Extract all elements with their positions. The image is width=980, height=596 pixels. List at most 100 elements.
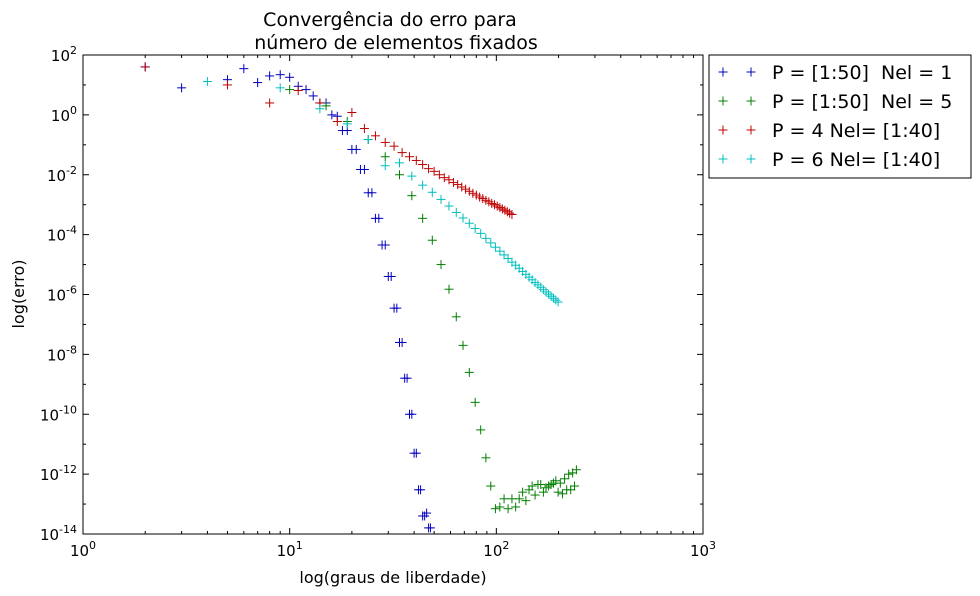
data-point	[367, 188, 377, 198]
y-tick-label: 10-10	[40, 403, 77, 424]
data-point	[380, 240, 390, 250]
data-point	[429, 166, 439, 176]
data-point	[458, 340, 468, 350]
data-point	[551, 476, 561, 486]
data-point	[564, 469, 574, 479]
data-point	[407, 409, 417, 419]
legend: P = [1:50] Nel = 1 P = [1:50] Nel = 5 P = …	[708, 54, 972, 179]
data-point	[497, 204, 507, 214]
data-point	[418, 213, 428, 223]
legend-entry-3: P = 4 Nel= [1:40]	[718, 120, 940, 142]
data-point	[566, 485, 576, 495]
data-point	[380, 152, 390, 162]
data-point	[536, 480, 546, 490]
data-point	[434, 170, 444, 180]
data-point	[404, 152, 414, 162]
data-point	[389, 141, 399, 151]
data-point	[495, 246, 505, 256]
data-point	[557, 489, 567, 499]
data-point	[464, 218, 474, 228]
data-point	[486, 238, 496, 248]
data-point	[490, 504, 500, 514]
legend-frame	[708, 54, 972, 179]
data-point	[407, 171, 417, 181]
data-point	[546, 291, 556, 301]
data-point	[548, 293, 558, 303]
data-point	[507, 210, 517, 220]
data-point	[476, 228, 486, 238]
data-point	[285, 72, 295, 82]
data-point	[439, 173, 449, 183]
data-point	[411, 448, 421, 458]
legend-entry-1: P = [1:50] Nel = 1	[718, 62, 952, 84]
data-point	[427, 187, 437, 197]
data-point	[253, 78, 263, 88]
y-tick-label: 10-2	[47, 164, 77, 185]
chart-title-line1: Convergência do erro para	[263, 9, 517, 31]
data-point	[511, 502, 521, 512]
legend-marker	[718, 67, 728, 77]
data-point	[553, 297, 563, 307]
legend-marker	[746, 154, 756, 164]
y-tick-label: 10-12	[40, 463, 77, 484]
data-point	[458, 213, 468, 223]
data-point	[495, 502, 505, 512]
data-point	[285, 85, 295, 95]
y-axis-label: log(erro)	[9, 259, 28, 328]
data-point	[490, 242, 500, 252]
data-point	[503, 253, 513, 263]
data-point	[505, 208, 515, 218]
data-point	[444, 284, 454, 294]
data-point	[395, 170, 405, 180]
legend-label: P = 4 Nel= [1:40]	[772, 120, 940, 142]
data-point	[275, 70, 285, 80]
data-point	[402, 373, 412, 383]
data-point	[359, 124, 369, 134]
y-tick-label: 10-14	[40, 523, 77, 544]
series-4	[202, 77, 563, 307]
data-point	[411, 155, 421, 165]
data-point	[503, 504, 513, 514]
data-point	[293, 86, 303, 96]
series-2	[285, 85, 581, 514]
data-point	[425, 523, 435, 533]
data-point	[397, 337, 407, 347]
x-tick-label: 102	[483, 539, 509, 560]
data-point	[481, 453, 491, 463]
data-point	[418, 180, 428, 190]
data-point	[560, 474, 570, 484]
data-point	[407, 191, 417, 201]
data-point	[222, 80, 232, 90]
data-point	[436, 194, 446, 204]
data-point	[551, 295, 561, 305]
data-point	[436, 260, 446, 270]
y-tick-label: 102	[51, 44, 77, 65]
data-point	[500, 205, 510, 215]
legend-label: P = 6 Nel= [1:40]	[772, 149, 940, 171]
data-point	[470, 397, 480, 407]
data-point	[427, 235, 437, 245]
data-point	[464, 186, 474, 196]
data-point	[461, 184, 471, 194]
legend-marker	[746, 67, 756, 77]
data-points	[140, 62, 581, 533]
data-point	[327, 110, 337, 120]
data-point	[397, 148, 407, 158]
y-tick-label: 10-8	[47, 343, 77, 364]
y-tick-label: 10-4	[47, 224, 77, 245]
data-point	[514, 494, 524, 504]
data-point	[359, 164, 369, 174]
data-point	[239, 64, 249, 74]
legend-entry-4: P = 6 Nel= [1:40]	[718, 149, 940, 171]
data-point	[521, 496, 531, 506]
data-point	[392, 303, 402, 313]
data-point	[451, 312, 461, 322]
data-point	[527, 481, 537, 491]
data-point	[140, 62, 150, 72]
legend-marker	[718, 125, 728, 135]
legend-entry-2: P = [1:50] Nel = 5	[718, 91, 952, 113]
axis-ticks: 100 101 102 103 102 100 10-2 10-4 10-6 10-8 10-10 1…	[40, 44, 716, 560]
data-point	[315, 104, 325, 114]
x-axis-label: log(graus de liberdade)	[299, 568, 486, 587]
data-point	[546, 480, 556, 490]
